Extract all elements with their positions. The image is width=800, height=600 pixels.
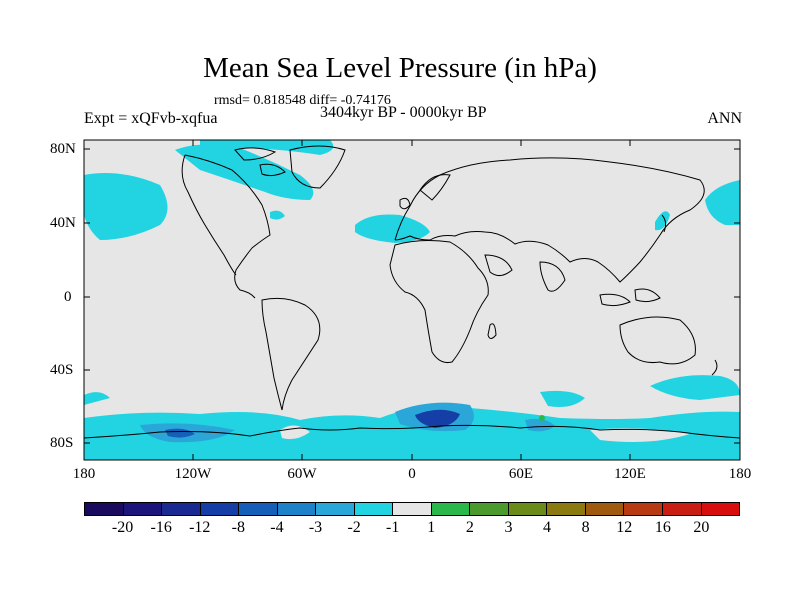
- y-tick-label: 40N: [50, 215, 76, 231]
- colorbar-swatch: [316, 503, 355, 515]
- colorbar-label: 4: [543, 519, 552, 536]
- coastlines: [83, 145, 741, 439]
- colorbar-swatch: [547, 503, 586, 515]
- anomaly-region: [705, 180, 740, 225]
- colorbar-label: -3: [308, 519, 323, 536]
- anomaly-region: [650, 375, 740, 400]
- colorbar-label: -12: [189, 519, 211, 536]
- colorbar-swatch: [624, 503, 663, 515]
- anomaly-region: [270, 210, 285, 220]
- anomaly-region: [200, 140, 334, 155]
- anomaly-region: [84, 392, 110, 405]
- colorbar-swatch: [585, 503, 625, 515]
- colorbar-label: 16: [654, 519, 671, 536]
- x-tick-label: 60W: [287, 466, 317, 482]
- colorbar-swatch: [508, 503, 548, 515]
- y-tick-label: 40S: [50, 362, 74, 378]
- x-tick-label: 180: [72, 466, 96, 482]
- colorbar-swatch: [239, 503, 278, 515]
- y-tick-label: 80N: [50, 141, 76, 157]
- colorbar-swatch: [431, 503, 471, 515]
- anomaly-region: [84, 406, 740, 460]
- anomaly-shading: [84, 140, 740, 460]
- x-tick-label: 120W: [174, 466, 212, 482]
- anomaly-region: [539, 415, 545, 421]
- x-tick-label: 60E: [508, 466, 534, 482]
- colorbar-swatch: [277, 503, 317, 515]
- colorbar-label: 2: [465, 519, 474, 536]
- colorbar-swatch: [393, 503, 432, 515]
- colorbar-label: 1: [427, 519, 436, 536]
- anomaly-region: [355, 214, 430, 243]
- anomaly-region: [415, 409, 460, 428]
- colorbar-label: 20: [693, 519, 710, 536]
- colorbar-swatch: [162, 503, 201, 515]
- stats-text: rmsd= 0.818548 diff= -0.74176: [214, 93, 391, 108]
- colorbar-swatch: [85, 503, 124, 515]
- anomaly-region: [175, 144, 314, 200]
- x-tick-label: 120E: [614, 466, 646, 482]
- period-label: 3404kyr BP - 0000kyr BP: [320, 104, 487, 121]
- colorbar-swatch: [662, 503, 702, 515]
- colorbar: [84, 502, 740, 516]
- season-label: ANN: [707, 110, 742, 127]
- y-tick-label: 80S: [50, 435, 74, 451]
- neutral-region: [590, 428, 690, 442]
- colorbar-label: -1: [386, 519, 400, 536]
- colorbar-label: -2: [347, 519, 361, 536]
- colorbar-label: -4: [270, 519, 284, 536]
- anomaly-region: [165, 428, 195, 438]
- anomaly-region: [525, 418, 555, 432]
- x-tick-label: 0: [408, 466, 416, 482]
- anomaly-region: [540, 390, 585, 407]
- x-tick-label: 180: [728, 466, 752, 482]
- colorbar-label: -20: [111, 519, 134, 536]
- anomaly-region: [84, 172, 168, 240]
- colorbar-swatch: [470, 503, 509, 515]
- neutral-region: [280, 425, 310, 440]
- colorbar-label: -8: [231, 519, 246, 536]
- axis-ticks: [84, 140, 740, 460]
- colorbar-swatch: [200, 503, 240, 515]
- colorbar-swatch: [123, 503, 163, 515]
- map-title: Mean Sea Level Pressure (in hPa): [203, 52, 597, 84]
- colorbar-label: 8: [581, 519, 590, 536]
- colorbar-swatch: [354, 503, 394, 515]
- colorbar-label: 3: [504, 519, 513, 536]
- y-tick-label: 0: [64, 289, 72, 305]
- colorbar-label: -16: [150, 519, 172, 536]
- experiment-label: Expt = xQFvb-xqfua: [84, 110, 218, 127]
- colorbar-label: 12: [616, 519, 633, 536]
- colorbar-swatch: [701, 503, 740, 515]
- anomaly-region: [655, 211, 670, 231]
